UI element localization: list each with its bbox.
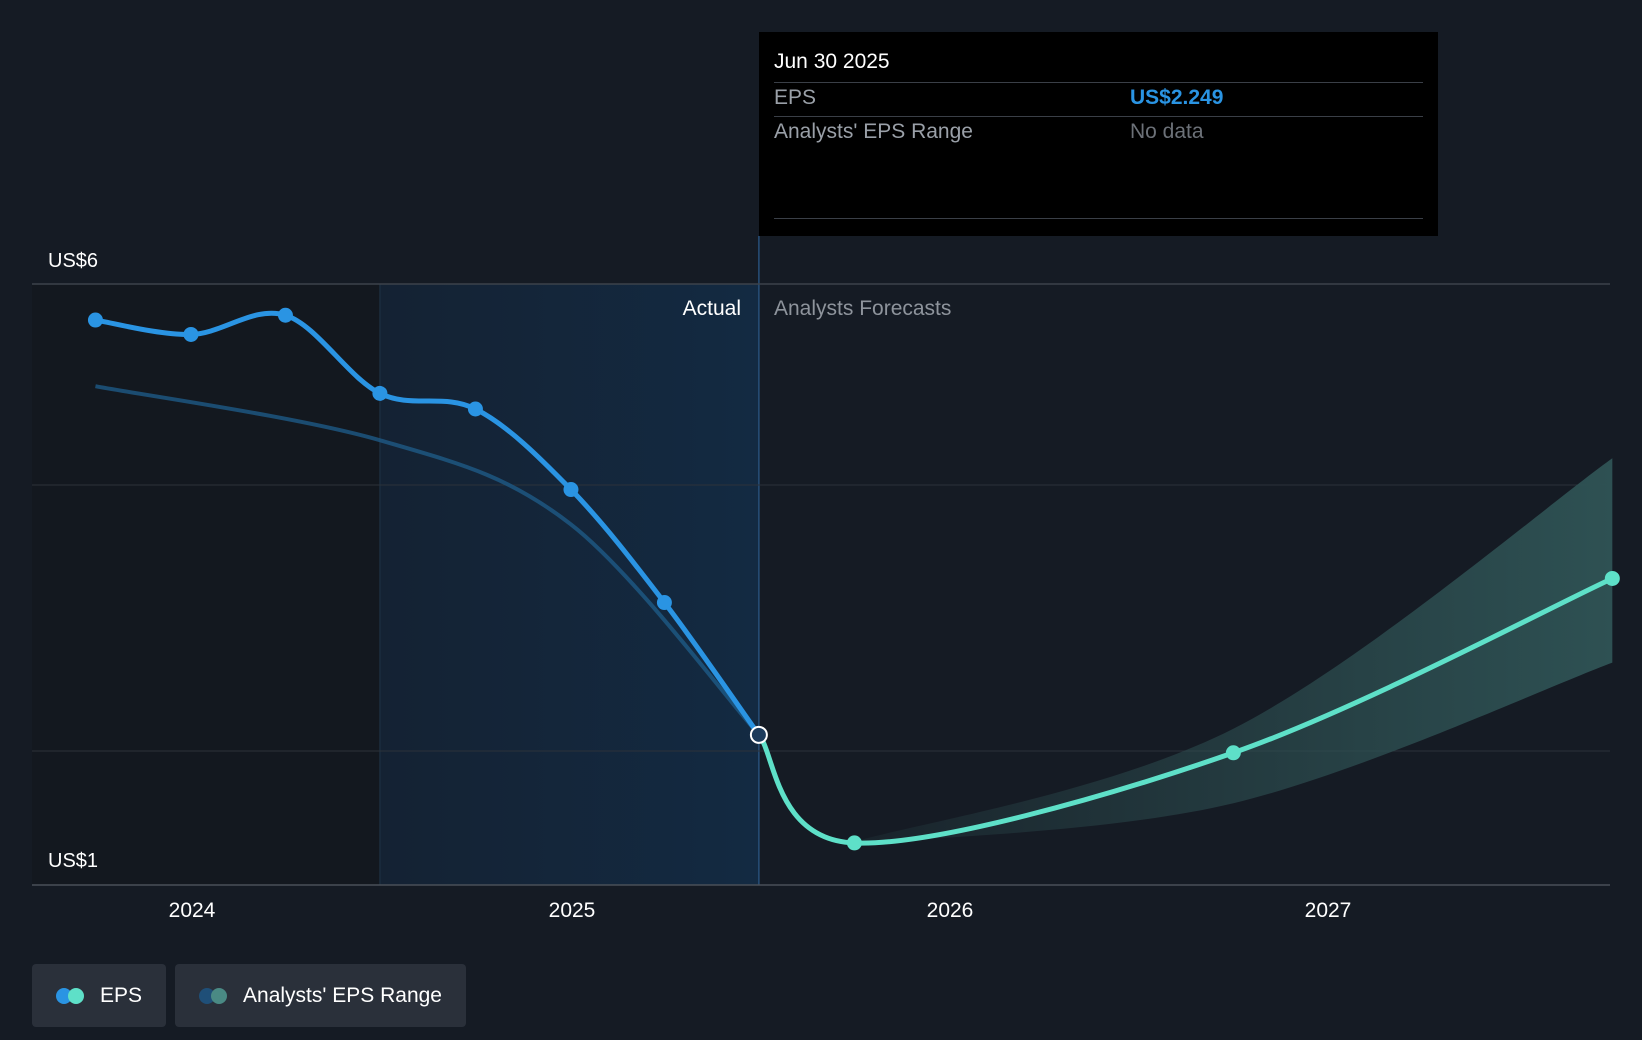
- tooltip-divider: [774, 82, 1423, 83]
- eps-forecast-point: [1225, 745, 1241, 761]
- tooltip-range-value: No data: [1130, 120, 1204, 143]
- actual-label: Actual: [683, 297, 741, 320]
- range-legend-icon: [199, 987, 229, 1004]
- legend: EPS Analysts' EPS Range: [32, 964, 466, 1027]
- eps-highlighted-point: [749, 725, 768, 744]
- legend-item-eps[interactable]: EPS: [32, 964, 167, 1027]
- eps-actual-point: [563, 482, 579, 498]
- tooltip-eps-value: US$2.249: [1130, 86, 1224, 109]
- analysts-eps-range-band: [854, 458, 1613, 845]
- past-background: [32, 284, 380, 885]
- x-tick-2024: 2024: [169, 899, 216, 922]
- forecast-label: Analysts Forecasts: [774, 297, 951, 320]
- x-tick-2027: 2027: [1305, 899, 1352, 922]
- eps-legend-icon: [56, 987, 86, 1004]
- x-tick-2025: 2025: [549, 899, 596, 922]
- tooltip-divider: [774, 116, 1423, 117]
- eps-forecast-point: [846, 835, 862, 851]
- eps-forecast-line: [756, 575, 1615, 846]
- tooltip-divider: [774, 218, 1423, 219]
- eps-forecast-point: [1604, 570, 1620, 586]
- y-label-top: US$6: [48, 250, 98, 272]
- eps-actual-point: [372, 385, 388, 401]
- tooltip-range-label: Analysts' EPS Range: [774, 120, 973, 143]
- eps-actual-point: [277, 307, 293, 323]
- tooltip-date: Jun 30 2025: [774, 50, 890, 73]
- legend-range-label: Analysts' EPS Range: [243, 983, 442, 1007]
- legend-item-range[interactable]: Analysts' EPS Range: [175, 964, 466, 1027]
- tooltip-eps-label: EPS: [774, 86, 817, 109]
- eps-actual-point: [183, 326, 199, 342]
- tooltip: Jun 30 2025 EPS US$2.249 Analysts' EPS R…: [759, 32, 1438, 236]
- y-label-bottom: US$1: [48, 850, 98, 872]
- legend-eps-label: EPS: [100, 983, 143, 1007]
- eps-actual-point: [656, 595, 672, 611]
- actual-period-shade: [379, 284, 759, 885]
- eps-actual-point: [87, 312, 103, 328]
- x-tick-2026: 2026: [927, 899, 974, 922]
- eps-actual-point: [467, 401, 483, 417]
- eps-trend-line: [95, 384, 761, 737]
